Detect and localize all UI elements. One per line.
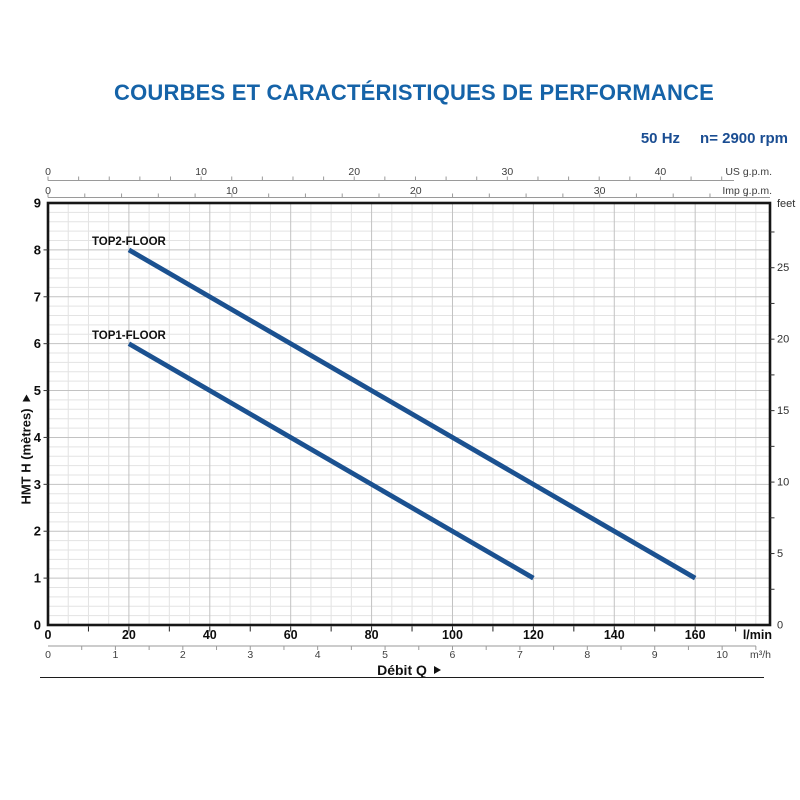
tick-label: 3 [34, 477, 41, 492]
series-top2-floor [127, 247, 697, 581]
tick-label: 6 [34, 336, 41, 351]
tick-label: 0 [34, 618, 41, 633]
frequency-label: 50 Hz [640, 130, 681, 147]
tick-label: 25 [777, 262, 789, 274]
tick-label: 0 [777, 620, 783, 632]
axis-lmin: 0 20 40 60 80 100 120 140 160 l/min [45, 626, 772, 642]
y-axis-title-text: HMT H (mètres) [18, 408, 34, 505]
tick-label: 2 [34, 524, 41, 539]
tick-label: 20 [410, 185, 422, 197]
tick-label: 30 [501, 166, 513, 178]
tick-label: 5 [34, 383, 41, 398]
tick-label: 4 [315, 649, 321, 661]
tick-label: 100 [442, 628, 463, 642]
tick-label: 9 [34, 196, 41, 211]
grid-major [48, 203, 770, 625]
tick-label: 9 [652, 649, 658, 661]
tick-label: 5 [777, 548, 783, 560]
tick-label: 10 [777, 477, 789, 489]
tick-label: 120 [523, 628, 544, 642]
tick-label: 8 [34, 242, 41, 257]
y-axis-title: HMT H (mètres) [18, 355, 35, 545]
tick-label: 20 [777, 334, 789, 346]
tick-label: 60 [284, 628, 298, 642]
tick-label: 15 [777, 405, 789, 417]
series-top1-floor [127, 341, 535, 581]
x-axis-title-text: Débit Q [377, 662, 427, 678]
tick-label: 40 [203, 628, 217, 642]
tick-label: 0 [45, 628, 52, 642]
axis-metres: 0 1 2 3 4 5 6 7 8 9 [34, 196, 48, 633]
tick-label: 0 [45, 185, 51, 197]
tick-label: 2 [180, 649, 186, 661]
axis-imp-gpm: 0 10 20 30 Imp g.p.m. [45, 185, 772, 198]
tick-label: 8 [584, 649, 590, 661]
tick-label: 20 [348, 166, 360, 178]
tick-label: 1 [112, 649, 118, 661]
tick-label: 10 [195, 166, 207, 178]
speed-label: n= 2900 rpm [700, 130, 788, 147]
tick-label: 7 [34, 289, 41, 304]
tick-label: 80 [365, 628, 379, 642]
axis-us-gpm: 0 10 20 30 40 US g.p.m. [45, 166, 772, 181]
tick-label: 160 [685, 628, 706, 642]
us-gpm-unit-label: US g.p.m. [725, 166, 772, 178]
tick-label: 1 [34, 571, 41, 586]
tick-label: 5 [382, 649, 388, 661]
plot-border [46, 201, 772, 627]
imp-gpm-unit-label: Imp g.p.m. [722, 185, 772, 197]
axis-feet: 0 5 10 15 20 25 feet [770, 198, 795, 632]
tick-label: 10 [716, 649, 728, 661]
tick-label: 140 [604, 628, 625, 642]
up-arrow-icon [22, 394, 30, 402]
tick-label: 6 [450, 649, 456, 661]
tick-label: 40 [655, 166, 667, 178]
axis-m3h: 0 1 2 3 4 5 6 7 8 9 10 m³/h [45, 645, 771, 661]
tick-label: 4 [34, 430, 42, 445]
feet-unit-label: feet [777, 198, 795, 210]
tick-label: 10 [226, 185, 238, 197]
series-label-top2-floor: TOP2-FLOOR [92, 236, 167, 248]
right-arrow-icon [433, 666, 441, 674]
bottom-rule [40, 677, 764, 678]
tick-label: 20 [122, 628, 136, 642]
tick-label: 30 [594, 185, 606, 197]
series-label-top1-floor: TOP1-FLOOR [92, 330, 167, 342]
page-title: COURBES ET CARACTÉRISTIQUES DE PERFORMAN… [114, 80, 714, 105]
lmin-unit-label: l/min [743, 628, 772, 642]
tick-label: 7 [517, 649, 523, 661]
x-axis-title: Débit Q [48, 662, 770, 678]
motor-spec: 50 Hz n= 2900 rpm [641, 130, 788, 147]
tick-label: 0 [45, 649, 51, 661]
tick-label: 3 [247, 649, 253, 661]
m3h-unit-label: m³/h [750, 649, 771, 661]
tick-label: 0 [45, 166, 51, 178]
